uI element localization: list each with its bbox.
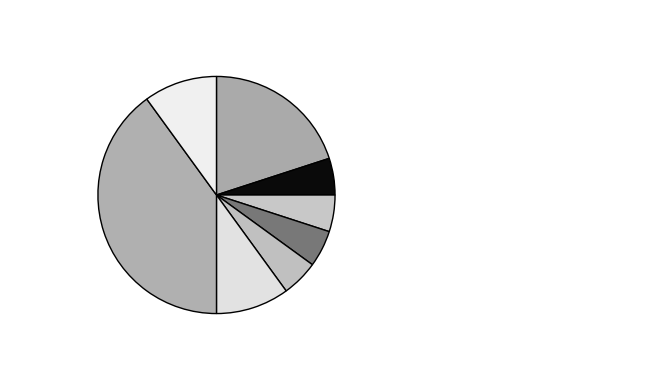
Wedge shape	[216, 76, 329, 195]
Wedge shape	[216, 195, 329, 265]
Wedge shape	[216, 195, 286, 314]
Wedge shape	[216, 195, 312, 291]
Wedge shape	[98, 99, 216, 314]
Wedge shape	[216, 158, 335, 195]
Wedge shape	[216, 195, 335, 232]
Wedge shape	[147, 76, 216, 195]
